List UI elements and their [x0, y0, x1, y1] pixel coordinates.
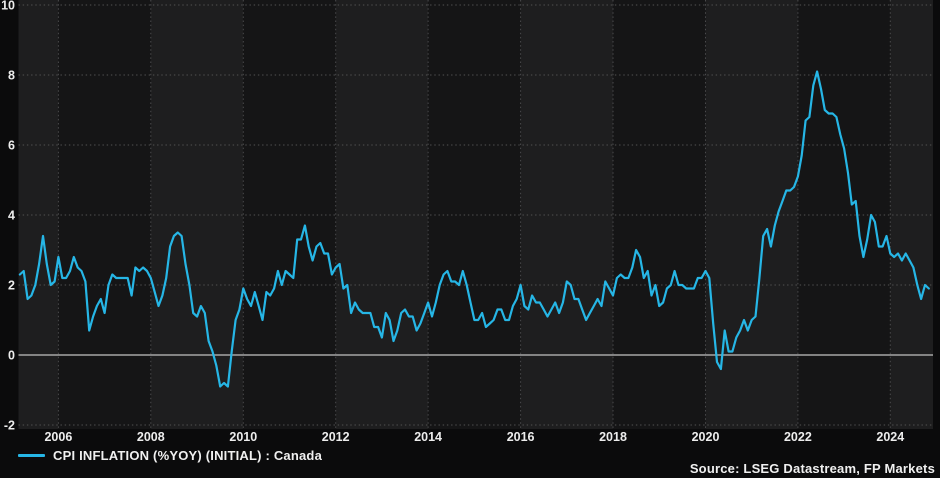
legend-label: CPI INFLATION (%YOY) (INITIAL) : Canada — [53, 448, 322, 463]
legend-line-swatch — [18, 454, 45, 457]
y-axis-tick-label: 10 — [1, 0, 15, 13]
y-axis-tick-label: 0 — [8, 349, 15, 363]
x-axis-tick-label: 2020 — [692, 430, 720, 444]
x-axis-tick-label: 2018 — [599, 430, 627, 444]
y-axis-tick-label: 2 — [8, 279, 15, 293]
x-axis-tick-label: 2014 — [414, 430, 442, 444]
y-axis-tick-label: 6 — [8, 139, 15, 153]
x-axis-tick-label: 2022 — [784, 430, 812, 444]
source-credit: Source: LSEG Datastream, FP Markets — [689, 461, 935, 476]
cpi-series-polyline — [18, 70, 930, 388]
y-axis-labels: 10 8 6 4 2 0 -2 — [1, 0, 15, 433]
x-axis-tick-label: 2006 — [44, 430, 72, 444]
y-axis-tick-label: 4 — [8, 209, 15, 223]
y-gridlines — [18, 4, 933, 426]
legend: CPI INFLATION (%YOY) (INITIAL) : Canada — [18, 447, 322, 464]
x-gridlines — [57, 0, 891, 429]
background-band — [18, 0, 59, 429]
y-axis-tick-label: 8 — [8, 69, 15, 83]
x-axis-tick-label: 2008 — [137, 430, 165, 444]
x-axis-tick-label: 2010 — [229, 430, 257, 444]
x-axis-tick-label: 2024 — [876, 430, 904, 444]
y-axis-tick-label: -2 — [4, 419, 15, 433]
x-axis-labels: 2006 2008 2010 2012 2014 2016 2018 2020 2022 2024 — [44, 430, 904, 444]
x-axis-tick-label: 2012 — [322, 430, 350, 444]
cpi-series-line — [18, 70, 930, 388]
x-axis-tick-label: 2016 — [507, 430, 535, 444]
